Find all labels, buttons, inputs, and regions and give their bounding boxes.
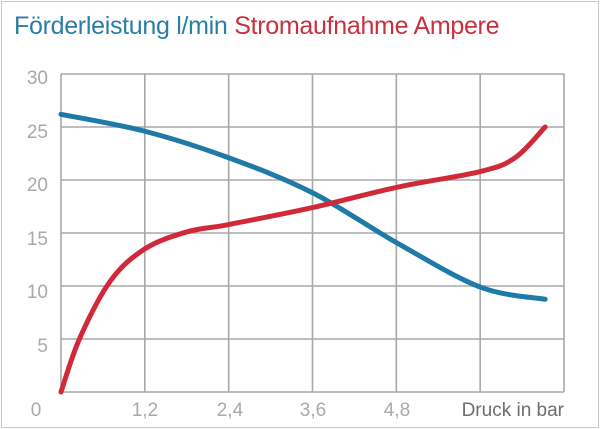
x-tick: 4,8	[384, 400, 410, 421]
x-axis-label: Druck in bar	[462, 400, 565, 421]
series-line-foerderleistung	[58, 111, 548, 302]
chart-title: Förderleistung l/min Stromaufnahme Amper…	[14, 12, 499, 41]
legend-stromaufnahme: Stromaufnahme Ampere	[234, 12, 500, 40]
x-tick: 1,2	[132, 400, 158, 421]
y-tick: 20	[27, 175, 48, 196]
y-tick: 30	[27, 68, 48, 89]
y-tick: 10	[27, 282, 48, 303]
legend-foerderleistung: Förderleistung l/min	[14, 12, 228, 40]
x-tick: 0	[31, 400, 42, 421]
y-tick: 15	[27, 229, 48, 250]
y-tick: 5	[37, 336, 48, 357]
x-tick: 3,6	[300, 400, 326, 421]
x-tick: 2,4	[217, 400, 244, 421]
y-tick: 25	[27, 122, 48, 143]
series-line-stromaufnahme	[58, 124, 548, 395]
